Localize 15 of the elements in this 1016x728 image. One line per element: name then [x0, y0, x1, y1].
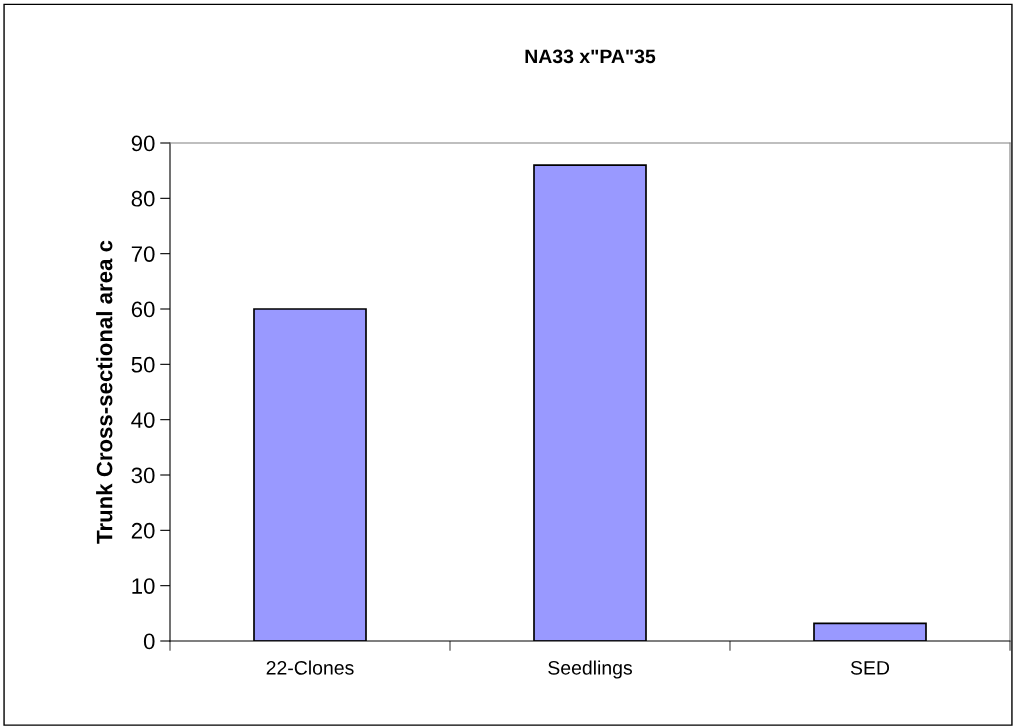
x-tick-label: SED [850, 660, 890, 675]
y-tick-label: 60 [131, 301, 155, 318]
y-tick-label: 30 [131, 467, 155, 484]
x-tick-label: 22-Clones [266, 660, 354, 675]
y-tick-label: 10 [132, 578, 155, 594]
y-tick-label: 0 [143, 633, 155, 650]
y-axis-title: Trunk Cross-sectional area c [96, 240, 113, 544]
x-tick-label: Seedlings [548, 660, 632, 679]
y-tick-label: 50 [131, 356, 155, 373]
chart-title: NA33 x"PA"35 [525, 49, 656, 64]
y-tick-label: 20 [131, 522, 155, 539]
y-tick-label: 40 [131, 412, 155, 428]
y-tick-label: 80 [131, 190, 155, 207]
y-tick-label: 70 [131, 246, 155, 262]
y-tick-label: 90 [131, 135, 155, 152]
